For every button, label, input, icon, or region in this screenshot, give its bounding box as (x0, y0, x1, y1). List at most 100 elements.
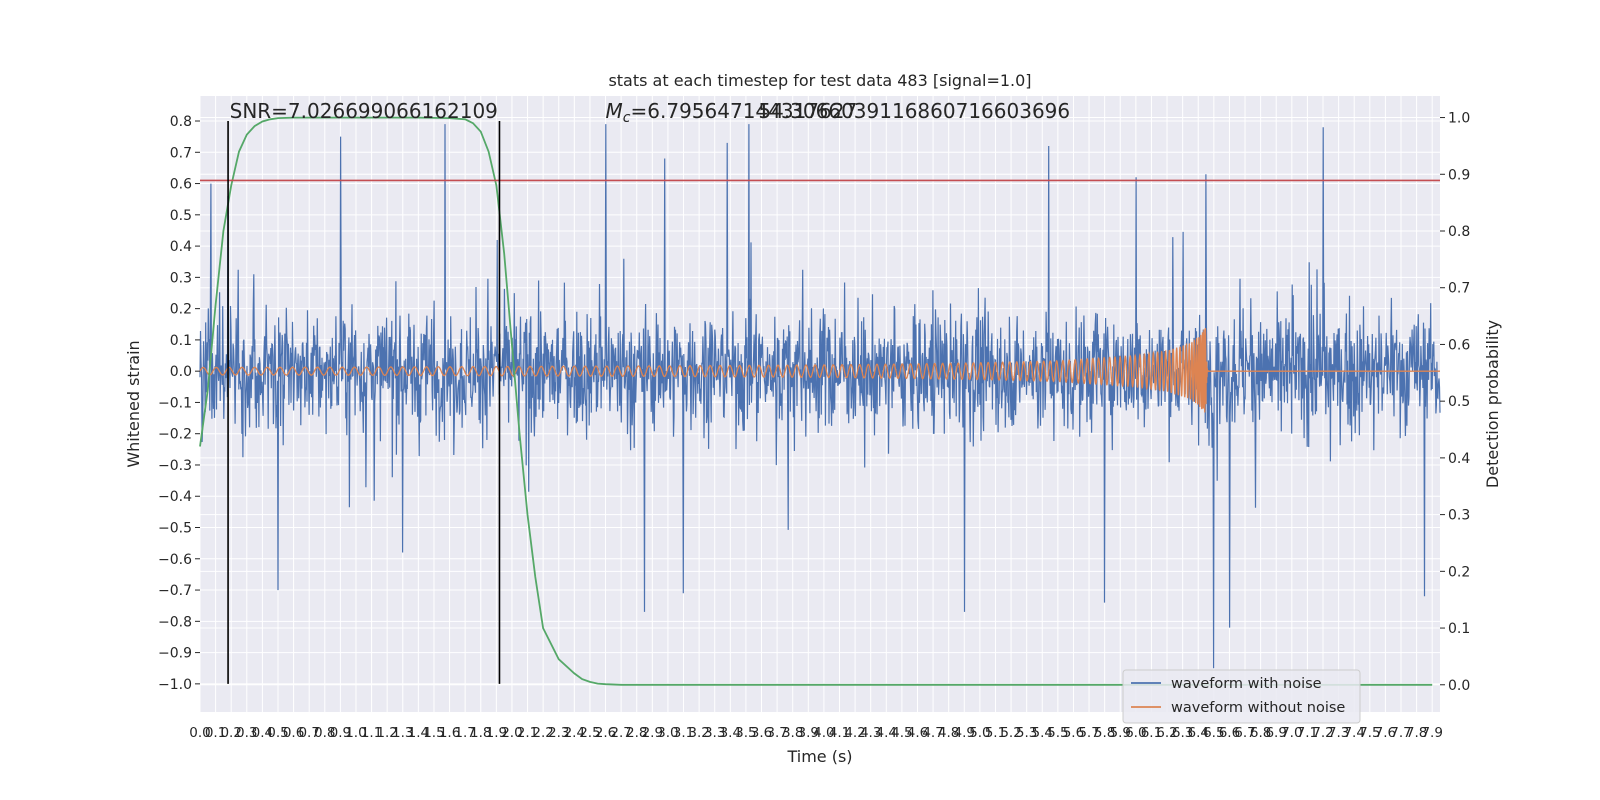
x-tick-label: 1.4 (408, 725, 429, 741)
y2-tick-label: 0.0 (1448, 678, 1470, 694)
y2-tick-label: 0.1 (1448, 621, 1470, 637)
y-tick-label: 0.1 (170, 333, 192, 349)
x-tick-label: 4.5 (891, 725, 912, 741)
y-tick-label: 0.2 (170, 302, 192, 318)
x-tick-label: 1.0 (345, 725, 366, 741)
y-axis-label: Whitened strain (124, 340, 143, 467)
x-tick-label: 7.7 (1390, 725, 1411, 741)
legend-label-noise: waveform with noise (1171, 676, 1322, 692)
y-tick-label: −0.5 (158, 521, 192, 537)
x-tick-label: 5.6 (1063, 725, 1084, 741)
x-tick-label: 0.8 (314, 725, 335, 741)
x-tick-label: 2.5 (579, 725, 600, 741)
y-tick-label: −0.7 (158, 583, 192, 599)
y2-tick-label: 0.7 (1448, 281, 1470, 297)
x-tick-label: 6.9 (1265, 725, 1286, 741)
x-tick-label: 7.3 (1328, 725, 1349, 741)
y-tick-label: −0.9 (158, 646, 192, 662)
x-tick-label: 6.5 (1203, 725, 1224, 741)
y-tick-label: −0.6 (158, 552, 192, 568)
x-tick-label: 5.3 (1016, 725, 1037, 741)
y-tick-label: −1.0 (158, 677, 192, 693)
x-tick-label: 3.4 (720, 725, 741, 741)
x-tick-label: 7.4 (1343, 725, 1364, 741)
x-tick-label: 0.9 (330, 725, 351, 741)
annotation-overlap: 54.30660391168607166036​96 (758, 99, 1070, 123)
x-tick-label: 1.5 (423, 725, 444, 741)
series-waveform-without-noise (199, 328, 1440, 413)
x-tick-label: 3.5 (735, 725, 756, 741)
x-tick-label: 4.4 (876, 725, 897, 741)
x-tick-label: 7.6 (1375, 725, 1396, 741)
x-tick-label: 6.2 (1156, 725, 1177, 741)
x-tick-label: 0.1 (205, 725, 226, 741)
x-tick-label: 0.6 (283, 725, 304, 741)
y2-tick-label: 0.6 (1448, 337, 1470, 353)
x-tick-label: 4.1 (829, 725, 850, 741)
y2-tick-label: 0.5 (1448, 394, 1470, 410)
x-tick-label: 5.2 (1000, 725, 1021, 741)
x-tick-label: 1.1 (361, 725, 382, 741)
x-tick-label: 2.4 (564, 725, 585, 741)
x-tick-label: 4.3 (860, 725, 881, 741)
chart-title: stats at each timestep for test data 483… (608, 71, 1031, 90)
x-tick-label: 7.9 (1421, 725, 1442, 741)
y-tick-label: 0.0 (170, 364, 192, 380)
y-tick-label: −0.8 (158, 614, 192, 630)
x-tick-label: 6.3 (1172, 725, 1193, 741)
x-tick-label: 3.9 (798, 725, 819, 741)
x-tick-label: 1.7 (454, 725, 475, 741)
y-tick-label: 0.4 (170, 239, 192, 255)
x-tick-label: 2.7 (610, 725, 631, 741)
x-tick-label: 1.9 (486, 725, 507, 741)
overlay-layer: SNR=7.026699066162109 Mc=6.79564714431762… (200, 99, 1440, 684)
series-layer (199, 116, 1441, 686)
x-tick-label: 1.6 (439, 725, 460, 741)
x-tick-label: 1.2 (376, 725, 397, 741)
y2-tick-label: 0.8 (1448, 224, 1470, 240)
y2-tick-label: 0.2 (1448, 564, 1470, 580)
series-waveform-with-noise (199, 124, 1441, 669)
y-tick-label: 0.6 (170, 177, 192, 193)
x-tick-label: 3.8 (782, 725, 803, 741)
x-tick-label: 1.8 (470, 725, 491, 741)
x-tick-label: 2.8 (626, 725, 647, 741)
x-tick-label: 2.1 (517, 725, 538, 741)
y2-tick-label: 0.4 (1448, 451, 1470, 467)
x-tick-label: 0.7 (298, 725, 319, 741)
annotation-snr: SNR=7.026699066162109 (230, 99, 498, 123)
x-tick-label: 0.4 (252, 725, 273, 741)
y-tick-label: −0.4 (158, 489, 192, 505)
x-tick-label: 3.7 (766, 725, 787, 741)
y-tick-label: −0.2 (158, 427, 192, 443)
y-tick-label: 0.8 (170, 114, 192, 130)
legend-label-clean: waveform without noise (1171, 700, 1345, 716)
x-tick-label: 0.2 (220, 725, 241, 741)
y-tick-label: −0.1 (158, 395, 192, 411)
x-tick-label: 7.0 (1281, 725, 1302, 741)
x-tick-label: 6.6 (1219, 725, 1240, 741)
x-tick-label: 2.0 (501, 725, 522, 741)
legend: waveform with noise waveform without noi… (1122, 669, 1361, 724)
x-tick-label: 2.9 (642, 725, 663, 741)
x-tick-label: 5.8 (1094, 725, 1115, 741)
y2-axis-label: Detection probability (1483, 320, 1502, 488)
x-tick-label: 2.3 (548, 725, 569, 741)
y-tick-label: 0.3 (170, 270, 192, 286)
x-tick-label: 0.3 (236, 725, 257, 741)
x-tick-label: 3.1 (673, 725, 694, 741)
y-tick-label: −0.3 (158, 458, 192, 474)
plot-area-background (200, 96, 1440, 712)
series-detection-probability (199, 116, 1433, 686)
x-tick-label: 6.8 (1250, 725, 1271, 741)
x-tick-label: 6.1 (1141, 725, 1162, 741)
x-tick-label: 3.6 (751, 725, 772, 741)
legend-box (1122, 669, 1361, 724)
x-tick-label: 7.8 (1406, 725, 1427, 741)
x-tick-label: 6.7 (1234, 725, 1255, 741)
x-tick-label: 3.3 (704, 725, 725, 741)
x-tick-label: 7.5 (1359, 725, 1380, 741)
x-tick-label: 5.7 (1078, 725, 1099, 741)
x-tick-label: 0.0 (189, 725, 210, 741)
x-tick-label: 2.6 (595, 725, 616, 741)
